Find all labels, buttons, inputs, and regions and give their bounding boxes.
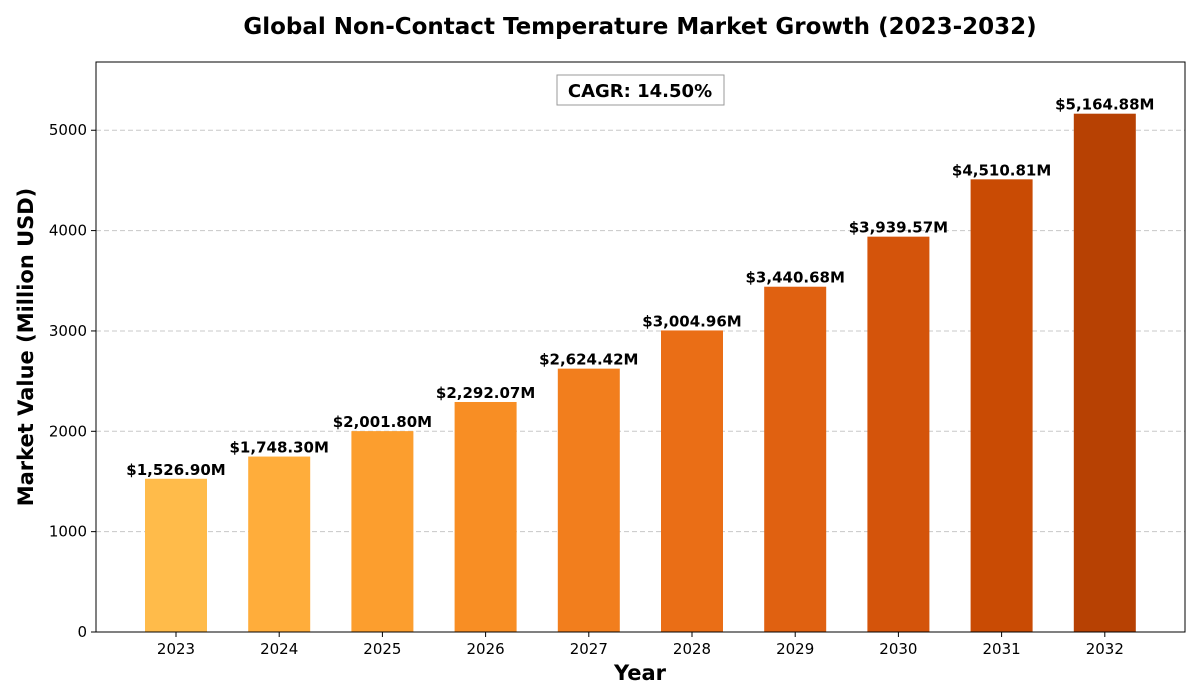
y-tick-label: 4000: [49, 222, 87, 240]
bar-value-label: $3,440.68M: [746, 269, 845, 287]
cagr-box: CAGR: 14.50%: [556, 74, 725, 106]
bar-value-label: $2,624.42M: [539, 351, 638, 369]
bar-value-label: $2,292.07M: [436, 384, 535, 402]
x-tick-label: 2030: [879, 640, 917, 658]
y-tick-label: 0: [77, 623, 87, 641]
y-tick-label: 1000: [49, 523, 87, 541]
bar: [1073, 113, 1136, 633]
x-axis-label: Year: [613, 661, 667, 685]
x-tick-label: 2028: [673, 640, 711, 658]
x-tick-label: 2029: [776, 640, 814, 658]
bar: [351, 431, 414, 632]
bar-value-label: $3,939.57M: [849, 219, 948, 237]
bar: [557, 368, 620, 632]
bar-value-label: $1,748.30M: [230, 439, 329, 457]
plot-frame: [95, 61, 1186, 633]
y-tick-label: 3000: [49, 322, 87, 340]
y-tick-label: 2000: [49, 422, 87, 440]
bar-value-label: $1,526.90M: [126, 461, 225, 479]
bar-value-label: $4,510.81M: [952, 161, 1051, 179]
bar: [248, 456, 311, 632]
bar: [145, 478, 207, 632]
bar: [970, 179, 1033, 632]
y-tick-label: 5000: [49, 121, 87, 139]
x-tick-label: 2023: [157, 640, 195, 658]
bars: [145, 113, 1136, 633]
bar-value-label: $5,164.88M: [1055, 96, 1154, 114]
bar-value-label: $2,001.80M: [333, 413, 432, 431]
cagr-box-frame: [556, 74, 725, 106]
x-tick-label: 2027: [570, 640, 608, 658]
cagr-annotation: CAGR: 14.50%: [568, 81, 712, 102]
x-axis-ticks: 2023 2024 2025 2026 2027 2028 2029 2030 2031 2032: [157, 632, 1124, 658]
x-tick-label: 2026: [467, 640, 505, 658]
bar: [764, 286, 827, 632]
bar: [867, 236, 930, 632]
bar-value-label: $3,004.96M: [642, 312, 741, 330]
bar: [661, 330, 723, 632]
y-axis-label: Market Value (Million USD): [14, 188, 38, 507]
data-labels: $1,526.90M $1,748.30M$2,001.80M$2,292.07M…: [126, 96, 1154, 479]
x-tick-label: 2025: [363, 640, 401, 658]
bar: [454, 401, 517, 632]
x-tick-label: 2024: [260, 640, 298, 658]
y-axis-ticks: 0 1000 2000 3000 4000 5000: [49, 121, 96, 641]
x-tick-label: 2031: [983, 640, 1021, 658]
x-tick-label: 2032: [1086, 640, 1124, 658]
chart-title: Global Non-Contact Temperature Market Gr…: [243, 14, 1036, 40]
